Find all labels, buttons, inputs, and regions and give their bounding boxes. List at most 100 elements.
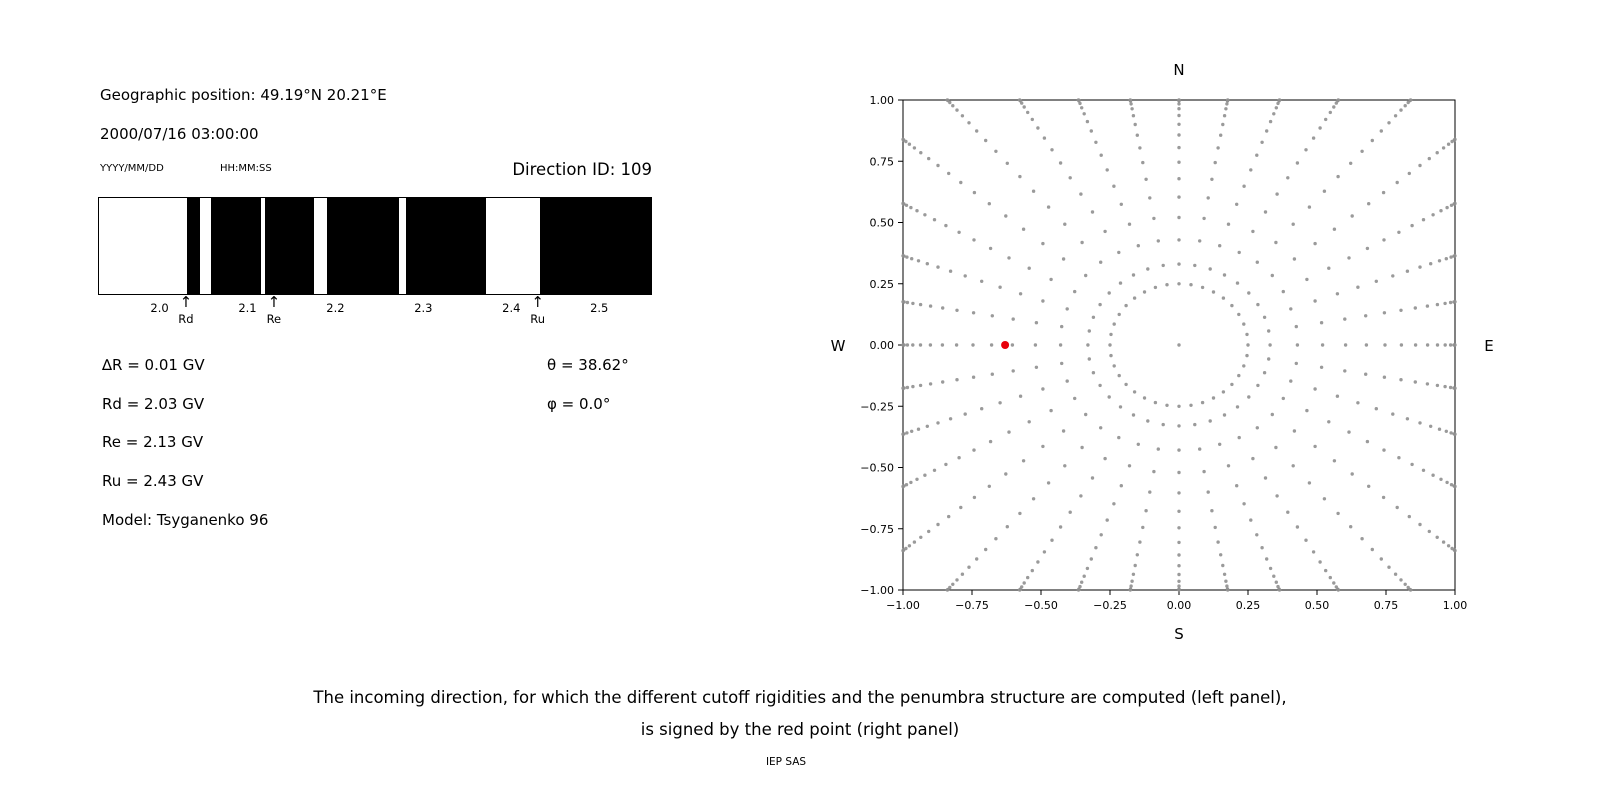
direction-dot (1018, 394, 1023, 398)
direction-dot (1332, 105, 1336, 109)
direction-dot (1235, 281, 1240, 285)
direction-dot (963, 274, 967, 278)
x-tick-label: −0.25 (1093, 599, 1127, 610)
direction-dot (1177, 579, 1181, 583)
direction-dot (1322, 189, 1327, 193)
direction-dot (1225, 584, 1229, 588)
direction-dot (1036, 560, 1040, 564)
direction-dot (1200, 400, 1205, 405)
direction-dot (1218, 244, 1222, 248)
direction-dot (1441, 540, 1446, 544)
direction-dot (1365, 246, 1370, 251)
direction-dot (1443, 343, 1447, 347)
direction-dot (1439, 209, 1443, 213)
direction-dot (1103, 456, 1107, 461)
direction-dot (1177, 424, 1181, 428)
direction-dot (1274, 580, 1278, 584)
re-text: Re = 2.13 GV (102, 433, 204, 451)
datetime-text: 2000/07/16 03:00:00 (100, 125, 259, 143)
direction-dot (1034, 365, 1039, 369)
direction-dot (1367, 202, 1371, 206)
direction-dot (1382, 448, 1386, 452)
direction-dot (1343, 369, 1347, 373)
direction-dot (1131, 413, 1136, 417)
direction-dot (954, 343, 959, 347)
direction-dot (925, 424, 929, 428)
direction-dot (1449, 255, 1453, 259)
direction-dot (1193, 263, 1197, 268)
direction-dot (1265, 557, 1269, 561)
direction-dot (955, 378, 959, 382)
direction-dot (963, 412, 967, 416)
penumbra-tick-label: 2.0 (150, 301, 169, 315)
direction-dot (1177, 572, 1181, 577)
direction-dot (1453, 484, 1457, 489)
direction-dot (1177, 404, 1181, 408)
caption-line-2: is signed by the red point (right panel) (640, 720, 960, 739)
direction-dot (1242, 364, 1246, 368)
direction-dot (916, 427, 921, 431)
direction-dot (1445, 205, 1449, 210)
direction-dot (1094, 546, 1098, 550)
direction-dot (1336, 588, 1340, 592)
direction-dot (1091, 315, 1096, 319)
direction-dot (1018, 292, 1023, 296)
direction-dot (918, 383, 923, 388)
selected-direction-point (1001, 341, 1010, 349)
direction-dot (1268, 566, 1273, 571)
direction-dot (1060, 361, 1064, 366)
direction-dot (1218, 442, 1222, 446)
cutoff-marker-ru: ↑ Ru (530, 293, 545, 326)
direction-dot (1265, 129, 1269, 133)
direction-dot (1165, 403, 1169, 407)
direction-dot (1360, 149, 1364, 153)
direction-dot (1274, 445, 1278, 450)
direction-dot (1255, 533, 1259, 537)
direction-dot (1247, 395, 1251, 399)
direction-dot (1448, 343, 1453, 347)
direction-dot (1336, 98, 1340, 102)
y-tick-label: −0.50 (860, 462, 894, 475)
direction-dot (1109, 332, 1113, 337)
direction-dot (1418, 163, 1422, 168)
direction-dot (1289, 307, 1293, 311)
model-text: Model: Tsyganenko 96 (102, 511, 269, 529)
direction-dot (911, 343, 915, 347)
direction-dot (959, 180, 963, 185)
direction-dot (1041, 444, 1045, 449)
direction-dot (1138, 146, 1142, 150)
direction-dot (1135, 553, 1139, 557)
direction-dot (1249, 518, 1253, 522)
y-tick-label: −0.75 (860, 523, 894, 536)
direction-dot (971, 375, 976, 379)
direction-dot (1030, 568, 1034, 573)
direction-dot (928, 382, 933, 386)
direction-dot (1135, 133, 1139, 137)
direction-dot (1425, 304, 1430, 308)
direction-dot (1263, 210, 1268, 214)
direction-dot (1221, 122, 1225, 127)
direction-dot (1319, 321, 1324, 325)
direction-dot (1370, 547, 1374, 552)
direction-dot (915, 477, 919, 481)
direction-dot (1084, 412, 1088, 417)
direction-dot (1383, 343, 1387, 347)
direction-dot (1018, 98, 1022, 102)
direction-dot (1399, 378, 1403, 382)
direction-dot (1153, 400, 1158, 405)
direction-dot (1103, 229, 1107, 234)
direction-dot (1148, 490, 1152, 494)
direction-dot (1177, 107, 1181, 111)
direction-dot (994, 537, 998, 541)
direction-dot (1286, 510, 1290, 514)
direction-dot (912, 146, 917, 150)
direction-dot (1256, 383, 1260, 388)
direction-dot (1099, 426, 1103, 430)
direction-dot (1305, 277, 1309, 282)
direction-dot (1041, 241, 1045, 246)
direction-dot (901, 484, 905, 489)
direction-dot (1133, 122, 1137, 127)
direction-dot (1058, 525, 1063, 529)
penumbra-band (326, 198, 399, 294)
direction-dot (1268, 343, 1272, 347)
